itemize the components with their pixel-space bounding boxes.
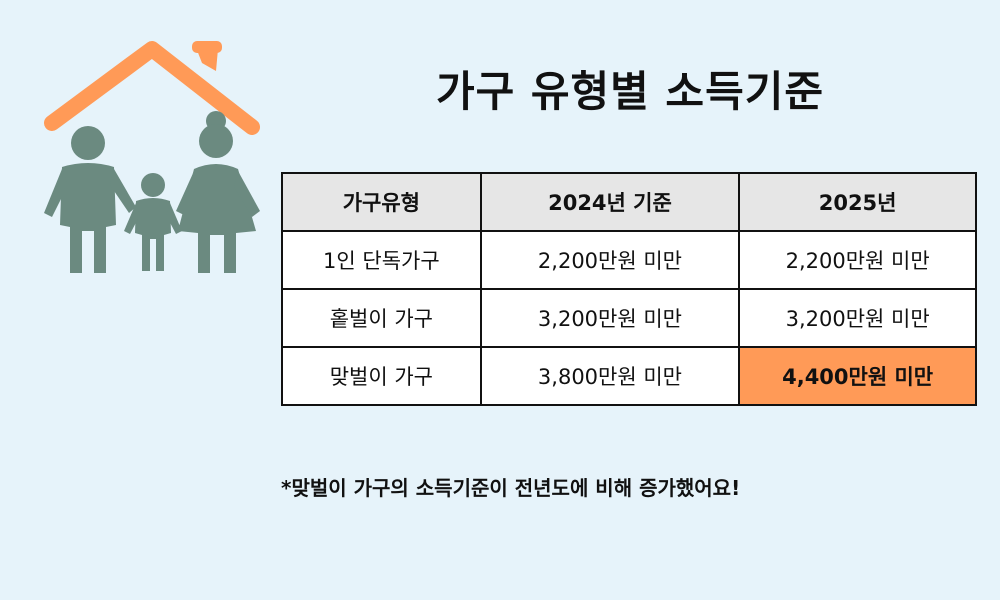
row-2024-value: 3,200만원 미만 bbox=[479, 288, 741, 348]
footnote: *맞벌이 가구의 소득기준이 전년도에 비해 증가했어요! bbox=[281, 476, 741, 500]
family-house-icon bbox=[44, 41, 260, 273]
row-2025-value-highlighted: 4,400만원 미만 bbox=[738, 346, 977, 406]
roof-icon bbox=[44, 41, 260, 135]
row-household-type: 홑벌이 가구 bbox=[281, 288, 482, 348]
header-2025: 2025년 bbox=[738, 172, 977, 232]
income-table: 가구유형 2024년 기준 2025년 1인 단독가구 2,200만원 미만 2… bbox=[281, 172, 977, 406]
row-household-type: 맞벌이 가구 bbox=[281, 346, 482, 406]
child-icon bbox=[124, 173, 182, 271]
family-house-illustration bbox=[40, 35, 270, 285]
row-2024-value: 2,200만원 미만 bbox=[479, 230, 741, 290]
row-2025-value: 3,200만원 미만 bbox=[738, 288, 977, 348]
header-2024: 2024년 기준 bbox=[479, 172, 741, 232]
table-header-row: 가구유형 2024년 기준 2025년 bbox=[281, 172, 977, 232]
row-2024-value: 3,800만원 미만 bbox=[479, 346, 741, 406]
table-row: 맞벌이 가구 3,800만원 미만 4,400만원 미만 bbox=[281, 346, 977, 406]
father-icon bbox=[44, 126, 136, 273]
row-2025-value: 2,200만원 미만 bbox=[738, 230, 977, 290]
page-title: 가구 유형별 소득기준 bbox=[435, 67, 824, 116]
table-row: 1인 단독가구 2,200만원 미만 2,200만원 미만 bbox=[281, 230, 977, 290]
row-household-type: 1인 단독가구 bbox=[281, 230, 482, 290]
table-row: 홑벌이 가구 3,200만원 미만 3,200만원 미만 bbox=[281, 288, 977, 348]
mother-icon bbox=[176, 111, 260, 273]
header-household-type: 가구유형 bbox=[281, 172, 482, 232]
